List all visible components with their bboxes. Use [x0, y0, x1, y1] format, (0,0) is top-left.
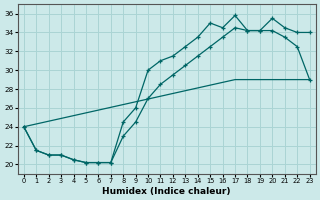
- X-axis label: Humidex (Indice chaleur): Humidex (Indice chaleur): [102, 187, 231, 196]
